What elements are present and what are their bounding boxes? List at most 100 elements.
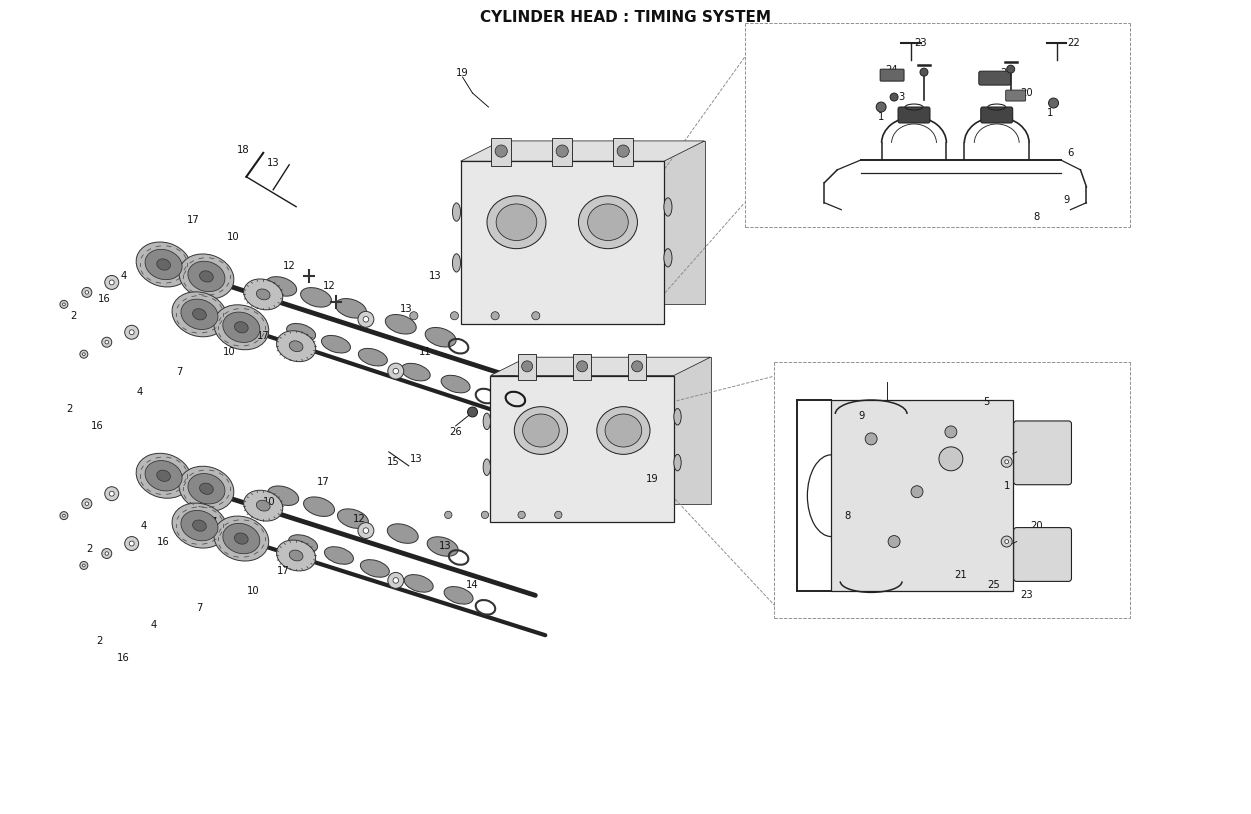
- Text: 9: 9: [858, 411, 864, 421]
- Ellipse shape: [244, 490, 283, 521]
- Text: 10: 10: [263, 497, 275, 506]
- Ellipse shape: [497, 204, 537, 240]
- Ellipse shape: [523, 414, 559, 447]
- FancyBboxPatch shape: [490, 375, 674, 523]
- Ellipse shape: [181, 299, 218, 330]
- Ellipse shape: [200, 271, 214, 282]
- Text: 17: 17: [188, 215, 200, 225]
- Ellipse shape: [268, 486, 299, 505]
- Text: 1: 1: [878, 112, 884, 122]
- Ellipse shape: [234, 322, 248, 333]
- Ellipse shape: [286, 323, 315, 341]
- Circle shape: [1007, 65, 1015, 73]
- Ellipse shape: [156, 259, 170, 270]
- FancyBboxPatch shape: [832, 400, 1012, 591]
- Ellipse shape: [193, 309, 206, 320]
- Text: 20: 20: [1031, 521, 1043, 531]
- Circle shape: [101, 549, 111, 558]
- FancyBboxPatch shape: [978, 71, 1011, 85]
- Ellipse shape: [388, 523, 418, 543]
- Polygon shape: [490, 357, 711, 375]
- Text: 7: 7: [176, 367, 183, 377]
- Text: 4: 4: [120, 271, 126, 282]
- Ellipse shape: [324, 547, 354, 564]
- Text: 8: 8: [1033, 212, 1040, 221]
- Circle shape: [393, 578, 399, 583]
- Ellipse shape: [289, 535, 318, 553]
- Ellipse shape: [385, 314, 417, 334]
- Ellipse shape: [223, 312, 260, 343]
- Ellipse shape: [214, 304, 269, 350]
- Circle shape: [125, 326, 139, 339]
- Ellipse shape: [335, 299, 367, 318]
- Text: 24: 24: [884, 65, 897, 75]
- Circle shape: [105, 552, 109, 555]
- Ellipse shape: [179, 254, 234, 299]
- FancyBboxPatch shape: [527, 357, 711, 504]
- Circle shape: [105, 487, 119, 501]
- Text: 23: 23: [914, 38, 927, 48]
- Ellipse shape: [300, 287, 332, 307]
- Circle shape: [945, 426, 957, 438]
- Circle shape: [83, 564, 85, 567]
- Circle shape: [393, 368, 399, 374]
- Ellipse shape: [145, 461, 183, 491]
- Text: 2: 2: [71, 311, 78, 322]
- Circle shape: [80, 350, 88, 358]
- Text: 16: 16: [90, 421, 103, 431]
- Text: 4: 4: [150, 620, 156, 630]
- Circle shape: [1005, 460, 1008, 464]
- Text: 17: 17: [276, 567, 289, 576]
- Ellipse shape: [188, 261, 225, 291]
- Ellipse shape: [276, 540, 315, 571]
- Text: 6: 6: [1067, 148, 1073, 158]
- Circle shape: [1001, 536, 1012, 547]
- Ellipse shape: [674, 454, 681, 470]
- Ellipse shape: [483, 459, 490, 475]
- Ellipse shape: [136, 453, 191, 498]
- FancyBboxPatch shape: [460, 161, 664, 324]
- Ellipse shape: [173, 503, 226, 548]
- Circle shape: [109, 280, 114, 285]
- Ellipse shape: [276, 330, 315, 361]
- Text: 1: 1: [1047, 108, 1053, 118]
- Text: 11: 11: [419, 348, 432, 357]
- Text: 9: 9: [1063, 195, 1070, 204]
- Text: 10: 10: [223, 348, 235, 357]
- Ellipse shape: [289, 550, 303, 561]
- Text: 21: 21: [955, 571, 967, 580]
- Ellipse shape: [289, 341, 303, 352]
- Text: 16: 16: [118, 653, 130, 663]
- Circle shape: [940, 447, 963, 470]
- Circle shape: [617, 145, 629, 157]
- Bar: [628, 354, 647, 380]
- Text: 8: 8: [844, 510, 851, 521]
- Text: CYLINDER HEAD : TIMING SYSTEM: CYLINDER HEAD : TIMING SYSTEM: [480, 10, 771, 25]
- Text: 26: 26: [449, 427, 462, 437]
- Ellipse shape: [179, 466, 234, 511]
- Ellipse shape: [360, 560, 389, 577]
- Ellipse shape: [338, 509, 368, 528]
- Circle shape: [518, 511, 525, 519]
- Circle shape: [532, 312, 540, 320]
- Text: 13: 13: [266, 158, 279, 168]
- Ellipse shape: [404, 575, 433, 592]
- Ellipse shape: [605, 414, 642, 447]
- Text: 16: 16: [158, 536, 170, 546]
- Ellipse shape: [514, 407, 568, 454]
- Circle shape: [109, 492, 114, 497]
- Ellipse shape: [487, 196, 545, 248]
- FancyBboxPatch shape: [1013, 527, 1071, 581]
- Text: 13: 13: [439, 540, 452, 550]
- Ellipse shape: [597, 407, 651, 454]
- Circle shape: [388, 363, 404, 379]
- Circle shape: [85, 502, 89, 505]
- FancyBboxPatch shape: [1006, 90, 1026, 101]
- Text: 20: 20: [1021, 88, 1033, 98]
- Bar: [613, 138, 633, 166]
- Circle shape: [125, 536, 139, 550]
- Text: 12: 12: [323, 282, 335, 291]
- Circle shape: [60, 300, 68, 309]
- Ellipse shape: [322, 335, 350, 353]
- Circle shape: [101, 337, 111, 348]
